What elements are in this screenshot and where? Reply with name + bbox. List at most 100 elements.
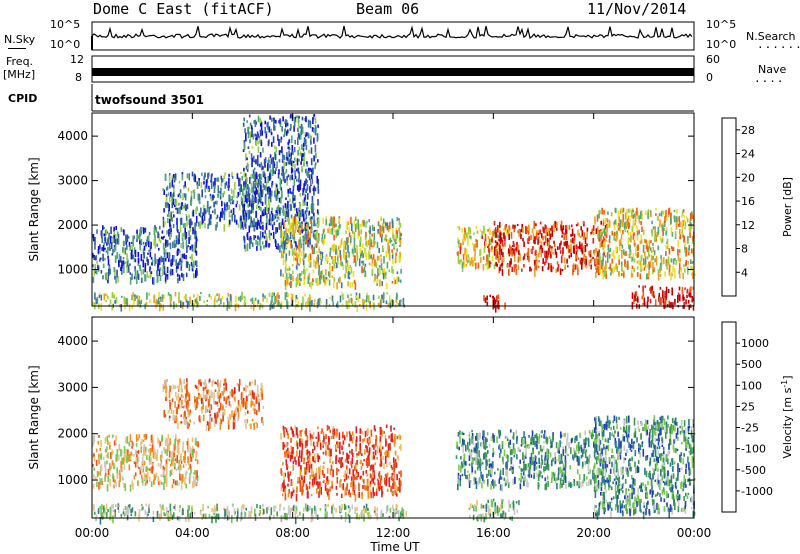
power-echo <box>155 226 157 233</box>
power-echo <box>267 163 269 171</box>
velocity-echo <box>372 464 375 470</box>
power-echo <box>504 244 507 247</box>
power-echo <box>213 297 216 302</box>
power-echo <box>165 195 168 202</box>
power-echo <box>194 242 197 250</box>
power-echo <box>533 241 535 244</box>
velocity-echo <box>229 414 231 421</box>
power-echo <box>559 268 562 275</box>
freq-trace-band <box>92 68 694 76</box>
power-echo <box>589 250 592 258</box>
power-echo <box>223 224 226 232</box>
power-echo <box>498 230 501 233</box>
velocity-echo <box>304 467 306 475</box>
velocity-echo <box>352 433 355 440</box>
power-echo <box>399 222 402 228</box>
power-echo <box>631 273 634 278</box>
power-echo <box>331 259 334 265</box>
power-echo <box>589 259 592 264</box>
power-echo <box>659 296 661 305</box>
power-echo <box>186 173 189 179</box>
power-echo <box>566 240 569 246</box>
velocity-echo <box>379 436 382 444</box>
power-echo <box>193 191 196 199</box>
power-echo <box>331 266 334 272</box>
power-echo <box>592 231 595 236</box>
velocity-echo <box>384 455 387 464</box>
power-echo <box>108 247 111 251</box>
power-echo <box>678 270 681 275</box>
power-echo <box>264 157 267 163</box>
power-echo <box>293 222 295 226</box>
power-echo <box>158 268 161 277</box>
velocity-echo <box>367 491 370 499</box>
power-echo <box>285 123 287 128</box>
power-echo <box>281 126 283 132</box>
power-echo <box>137 251 140 258</box>
power-echo <box>249 139 251 144</box>
power-echo <box>230 215 232 218</box>
power-echo <box>291 145 294 153</box>
power-echo <box>263 170 265 174</box>
power-echo <box>173 186 175 193</box>
power-echo <box>580 235 582 238</box>
power-echo <box>226 203 228 207</box>
power-echo <box>621 268 623 271</box>
power-echo <box>567 265 569 268</box>
power-echo <box>219 191 221 194</box>
power-echo <box>227 292 229 297</box>
power-echo <box>513 255 516 262</box>
power-echo <box>304 132 307 136</box>
power-echo <box>357 219 359 224</box>
velocity-echo <box>346 469 349 475</box>
station-title: Dome C East (fitACF) <box>93 0 274 18</box>
power-echo <box>257 174 260 177</box>
velocity-echo <box>322 481 325 484</box>
power-echo <box>194 222 196 231</box>
power-echo <box>381 231 384 234</box>
power-echo <box>114 276 116 280</box>
power-echo <box>348 276 351 280</box>
velocity-echo <box>210 416 212 423</box>
power-echo <box>671 247 674 251</box>
power-echo <box>271 117 273 122</box>
power-echo <box>633 267 635 273</box>
power-echo <box>360 229 363 235</box>
power-echo <box>294 246 297 254</box>
velocity-echo <box>105 454 108 458</box>
power-echo <box>208 294 211 298</box>
power-echo <box>120 304 123 312</box>
power-echo <box>496 251 499 259</box>
velocity-echo <box>359 435 361 442</box>
power-echo <box>299 151 302 157</box>
power-echo <box>355 216 357 220</box>
power-echo <box>333 220 336 228</box>
power-echo <box>213 185 216 193</box>
power-echo <box>269 187 271 196</box>
power-echo <box>557 246 559 250</box>
velocity-echo <box>365 457 368 465</box>
velocity-echo <box>256 390 259 399</box>
velocity-echo <box>229 391 231 394</box>
power-echo <box>313 137 315 144</box>
power-echo <box>167 203 169 208</box>
power-echo <box>666 245 669 250</box>
power-echo <box>208 172 210 177</box>
power-echo <box>305 168 308 176</box>
velocity-echo <box>227 398 230 405</box>
power-echo <box>226 184 229 188</box>
velocity-echo <box>226 513 229 521</box>
power-ytick-label: 4000 <box>57 129 88 143</box>
power-echo <box>104 272 107 279</box>
power-echo <box>681 210 684 216</box>
power-echo <box>175 200 178 207</box>
power-echo <box>154 301 157 304</box>
power-echo <box>333 255 335 264</box>
power-echo <box>255 175 258 180</box>
velocity-echo <box>167 444 169 452</box>
power-echo <box>342 263 345 270</box>
power-region-6 <box>493 220 608 277</box>
power-echo <box>311 127 314 132</box>
power-echo <box>607 222 609 228</box>
velocity-echo <box>385 450 387 458</box>
